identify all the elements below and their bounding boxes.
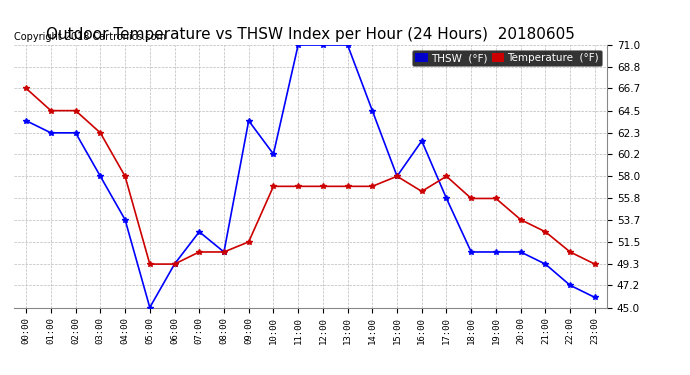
Text: Copyright 2018 Cartronics.com: Copyright 2018 Cartronics.com xyxy=(14,32,166,42)
Legend: THSW  (°F), Temperature  (°F): THSW (°F), Temperature (°F) xyxy=(412,50,602,66)
Title: Outdoor Temperature vs THSW Index per Hour (24 Hours)  20180605: Outdoor Temperature vs THSW Index per Ho… xyxy=(46,27,575,42)
